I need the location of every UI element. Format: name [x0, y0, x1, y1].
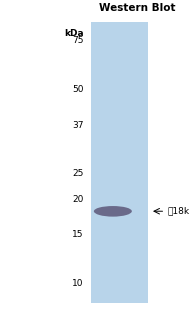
- Text: 25: 25: [72, 168, 84, 178]
- Bar: [91, 22, 148, 303]
- Text: ↇ18kDa: ↇ18kDa: [167, 207, 190, 216]
- Ellipse shape: [94, 206, 132, 217]
- Text: 15: 15: [72, 230, 84, 239]
- Text: Western Blot: Western Blot: [99, 3, 175, 13]
- Text: 10: 10: [72, 279, 84, 288]
- Text: kDa: kDa: [64, 29, 84, 38]
- Text: 37: 37: [72, 121, 84, 130]
- Text: 75: 75: [72, 36, 84, 45]
- Text: 20: 20: [72, 195, 84, 204]
- Text: 50: 50: [72, 85, 84, 94]
